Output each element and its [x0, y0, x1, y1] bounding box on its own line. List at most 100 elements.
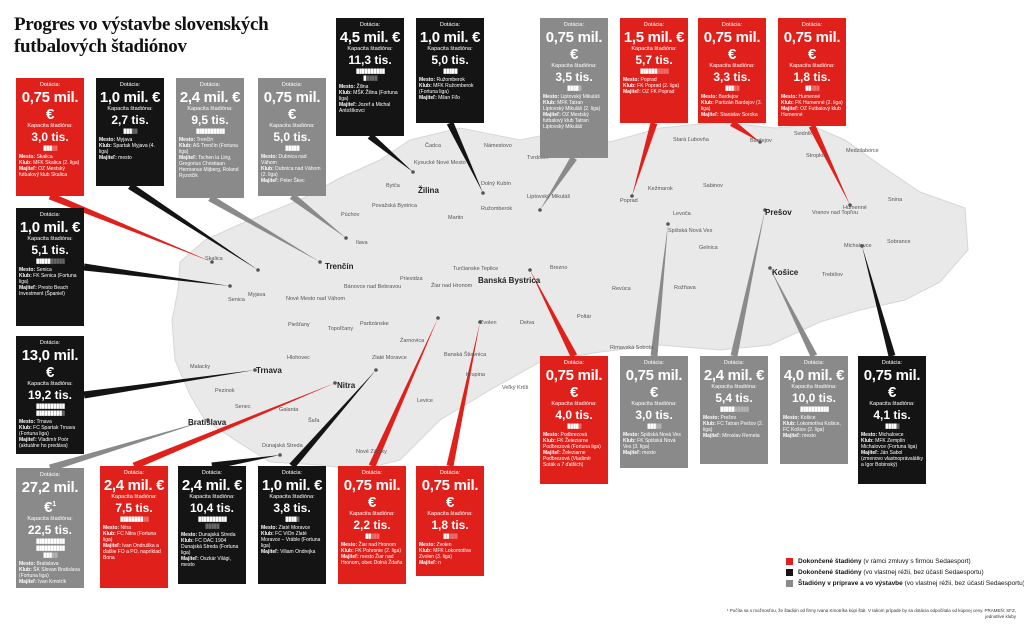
- subsidy-value: 2,4 mil. €: [103, 477, 165, 494]
- person-icon: ▮: [44, 545, 48, 552]
- person-icon: ▮: [293, 516, 297, 523]
- capacity-pictogram: ▮▮▮▮▮: [781, 85, 843, 92]
- city-label: Kysucké Nové Mesto: [414, 160, 466, 166]
- leader-line-trnava: [83, 370, 255, 399]
- detail-row: Mesto: Myjava: [99, 137, 161, 143]
- person-icon: ▮: [578, 85, 582, 92]
- detail-row: Mesto: Liptovský Mikuláš: [543, 94, 605, 100]
- city-label: Prievidza: [400, 276, 423, 282]
- person-icon: ▮: [201, 128, 205, 135]
- capacity-pictogram: ▮▮▮▮▮: [341, 533, 403, 540]
- capacity-value: 3,0 tis.: [31, 130, 69, 144]
- capacity-label: Kapacita štadióna:: [709, 63, 755, 69]
- capacity-label: Kapacita štadióna:: [27, 381, 73, 387]
- detail-row: Mesto: Spišská Nová Ves: [623, 432, 685, 438]
- person-icon: ▮: [45, 145, 50, 152]
- person-icon: ▮: [35, 403, 40, 410]
- detail-row: Klub: MFK Tatran Liptovský Mikuláš (2. l…: [543, 100, 605, 112]
- detail-key: Mesto:: [701, 94, 718, 100]
- detail-key: Majiteľ:: [261, 178, 279, 184]
- stadium-card-dunajska: Dotácia: 2,4 mil. € Kapacita štadióna: 10,4…: [178, 466, 246, 584]
- detail-row: Mesto: Poprad: [623, 77, 685, 83]
- capacity-label: Kapacita štadióna:: [349, 511, 395, 517]
- subsidy-amount: 2,4 mil. €: [179, 89, 241, 106]
- detail-row: Klub: Lokomotíva Košice, FC Košice (2. l…: [783, 421, 845, 433]
- capacity-label: Kapacita štadióna:: [551, 401, 597, 407]
- capacity-pictogram: ▮▮▮▮▮▮▮▮▮▮: [623, 68, 685, 75]
- detail-row: Klub: Spartak Myjava (4. liga): [99, 143, 161, 155]
- capacity-label: Kapacita štadióna:: [791, 384, 837, 390]
- subsidy-value: 0,75 mil. €: [21, 89, 79, 123]
- detail-key: Klub:: [19, 425, 32, 431]
- city-label: Stará Ľubovňa: [673, 137, 709, 143]
- stadium-details: Mesto: Podbrezová Klub: FK Železiarne Pod…: [543, 432, 605, 468]
- person-icon: ▮: [887, 423, 892, 430]
- subsidy-value: 1,0 mil. €: [19, 219, 81, 236]
- detail-value: Zlaté Moravce: [278, 525, 311, 531]
- detail-key: Mesto:: [179, 137, 196, 143]
- detail-row: Mesto: Prešov: [703, 415, 765, 421]
- person-icon: ▮: [808, 406, 812, 413]
- detail-value: Železiarne Podbrezová (Vladimír Soták a …: [543, 450, 592, 468]
- capacity-label: Kapacita štadióna:: [869, 401, 915, 407]
- stadium-details: Mesto: Zlaté Moravce Klub: FC ViOn Zlaté …: [261, 525, 323, 555]
- subsidy-amount: 0,75 mil. €: [19, 89, 81, 123]
- person-icon: ▮: [38, 545, 43, 552]
- legend-item: Dokončené štadióny (vo vlastnej réžii, b…: [786, 567, 1016, 578]
- person-icon: ▮: [42, 145, 47, 152]
- person-icon: ▮: [896, 423, 900, 430]
- legend-note: (vo vlastnej réžii, bez účasti Sedaespor…: [861, 569, 984, 576]
- city-label: Sobrance: [887, 239, 911, 245]
- capacity-value: 11,3 tis.: [348, 53, 392, 67]
- person-icon: ▮: [884, 423, 889, 430]
- detail-value: Prešov: [720, 415, 737, 421]
- leader-line-bardejov: [730, 120, 760, 142]
- city-label: Senec: [235, 404, 251, 410]
- person-icon: ▮: [47, 545, 51, 552]
- detail-value: Žiar nad Hronom: [358, 542, 397, 548]
- subsidy-value: 0,75 mil. €: [421, 477, 479, 511]
- person-icon: ▮: [451, 68, 455, 75]
- person-icon: ▮: [805, 406, 809, 413]
- person-icon: ▮: [733, 85, 737, 92]
- city-dot-myjava: [256, 268, 260, 272]
- capacity-value: 7,5 tis.: [115, 501, 153, 515]
- city-label: Rožňava: [674, 285, 696, 291]
- person-icon: ▮: [731, 406, 735, 413]
- person-icon: ▮: [41, 545, 45, 552]
- detail-key: Majiteľ:: [181, 556, 199, 562]
- city-label: Humenné: [843, 205, 867, 211]
- person-icon: ▮: [376, 533, 380, 540]
- detail-value: Spišská Nová Ves: [640, 432, 681, 438]
- detail-value: Podbrezová: [560, 432, 588, 438]
- stadium-details: Mesto: Michalovce Klub: MFK Zemplín Micha…: [861, 432, 923, 468]
- subsidy-value: 4,5 mil. €: [339, 29, 401, 46]
- city-label: Galanta: [279, 407, 299, 413]
- person-icon: ▮: [575, 423, 579, 430]
- detail-key: Majiteľ:: [623, 89, 641, 95]
- person-icon: ▮: [362, 75, 367, 82]
- city-label: Revúca: [612, 286, 631, 292]
- city-label: Medzilaborce: [846, 148, 879, 154]
- person-icon: ▮: [651, 68, 655, 75]
- detail-key: Klub:: [781, 100, 794, 106]
- person-icon: ▮: [807, 85, 812, 92]
- detail-row: Majiteľ: OZ Mestský futbalový klub Skali…: [19, 166, 81, 178]
- detail-row: Majiteľ: OZ FK Poprad: [623, 89, 685, 95]
- person-icon: ▮: [802, 406, 807, 413]
- detail-key: Klub:: [181, 538, 194, 544]
- detail-row: Mesto: Michalovce: [861, 432, 923, 438]
- person-icon: ▮: [658, 423, 662, 430]
- leader-line-ziar: [368, 318, 438, 468]
- person-icon: ▮: [51, 145, 55, 152]
- person-icon: ▮: [572, 85, 577, 92]
- leader-line-dunajska: [211, 455, 280, 470]
- person-icon: ▮: [209, 516, 213, 523]
- detail-key: Majiteľ:: [543, 450, 561, 456]
- person-icon: ▮: [58, 538, 63, 545]
- capacity-value: 4,1 tis.: [873, 408, 911, 422]
- stadium-details: Mesto: Prešov Klub: FC Tatran Prešov (2. …: [703, 415, 765, 439]
- city-label: Dolný Kubín: [481, 181, 511, 187]
- stadium-card-skalica: Dotácia: 0,75 mil. € Kapacita štadióna: 3,0…: [16, 78, 84, 196]
